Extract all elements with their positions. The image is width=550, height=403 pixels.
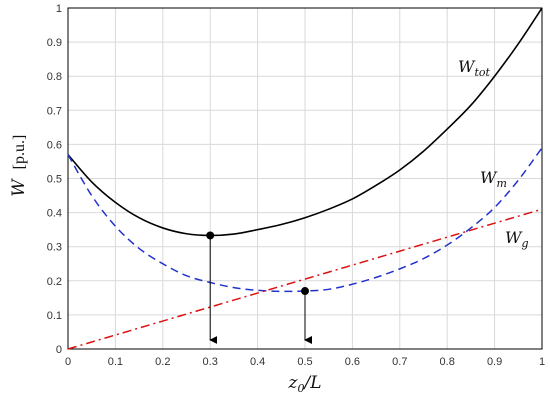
y-axis-symbol: W xyxy=(9,178,29,197)
y-tick-label: 0.2 xyxy=(47,276,62,288)
x-tick-label: 0.9 xyxy=(487,356,502,368)
x-axis-title: z0/L xyxy=(288,373,322,395)
y-tick-label: 0.1 xyxy=(47,310,62,322)
plot-area-frame xyxy=(67,7,543,350)
x-tick-label: 0.5 xyxy=(297,356,312,368)
series-label-wm: Wm xyxy=(480,168,507,190)
series-line-w-g xyxy=(67,208,543,350)
x-tick-label: 0.7 xyxy=(392,356,407,368)
minimum-point-marker xyxy=(206,231,215,240)
minimum-point-marker xyxy=(301,287,309,296)
x-tick-label: 0 xyxy=(65,356,71,368)
series-label-wg: Wg xyxy=(505,228,529,250)
x-tick-label: 0.1 xyxy=(108,356,123,368)
y-tick-label: 0 xyxy=(56,344,62,356)
y-tick-labels: 0 0.1 0.2 0.3 0.4 0.5 0.6 0.7 0.8 0.9 1 xyxy=(47,3,62,356)
y-axis-unit: [p.u.] xyxy=(11,135,28,170)
series-line-w-tot xyxy=(67,7,543,237)
y-tick-label: 0.4 xyxy=(47,208,62,220)
series-label-wtot: Wtot xyxy=(458,57,490,79)
x-tick-label: 0.8 xyxy=(440,356,455,368)
y-tick-label: 0.7 xyxy=(47,105,62,117)
x-tick-label: 0.6 xyxy=(345,356,360,368)
y-tick-label: 0.6 xyxy=(47,139,62,151)
x-tick-labels: 0 0.1 0.2 0.3 0.4 0.5 0.6 0.7 0.8 0.9 1 xyxy=(65,356,545,368)
y-tick-label: 0.3 xyxy=(47,242,62,254)
x-tick-label: 0.4 xyxy=(250,356,265,368)
y-tick-label: 1 xyxy=(56,3,62,15)
y-tick-label: 0.5 xyxy=(47,174,62,186)
y-tick-label: 0.9 xyxy=(47,37,62,49)
x-tick-label: 0.2 xyxy=(155,356,170,368)
x-tick-label: 1 xyxy=(539,356,545,368)
marker-layer xyxy=(206,231,312,344)
y-axis-title: W [p.u.] xyxy=(9,135,29,197)
x-tick-label: 0.3 xyxy=(203,356,218,368)
y-tick-label: 0.8 xyxy=(47,71,62,83)
